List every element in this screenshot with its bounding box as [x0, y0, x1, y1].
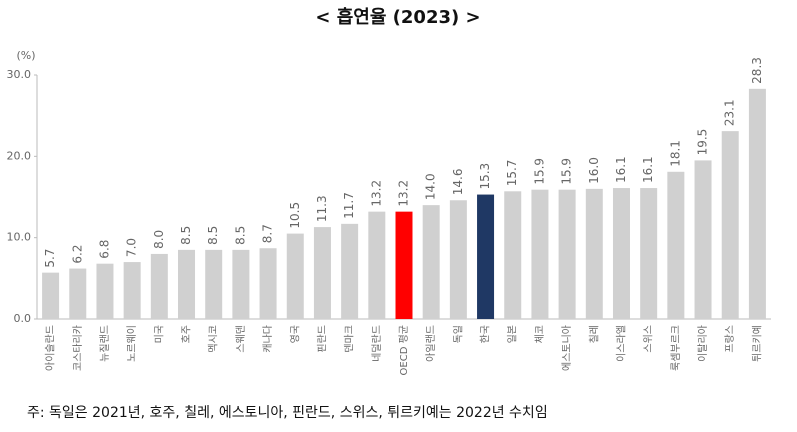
x-tick-label: 프랑스: [724, 325, 736, 353]
value-label: 6.2: [70, 244, 84, 263]
bar: [341, 223, 359, 319]
bar: [313, 227, 331, 319]
x-tick-label: 코스타리카: [72, 325, 84, 371]
x-tick-label: 미국: [153, 325, 165, 343]
value-label: 7.0: [125, 238, 139, 257]
bar: [477, 194, 495, 319]
value-label: 11.3: [315, 195, 329, 222]
bar: [504, 191, 522, 319]
x-tick-label: 이스라엘: [614, 325, 627, 362]
y-tick-label: 20.0: [7, 149, 32, 162]
x-tick-label: 핀란드: [316, 325, 328, 353]
x-tick-label: 에스토니아: [561, 325, 573, 371]
bar: [395, 211, 413, 319]
bar: [667, 171, 685, 319]
value-label: 13.2: [397, 180, 411, 207]
x-tick-label: 호주: [181, 325, 193, 343]
x-tick-label: 네덜란드: [371, 325, 383, 362]
value-label: 8.0: [152, 230, 166, 249]
value-label: 16.0: [587, 157, 601, 184]
value-label: 14.6: [451, 169, 465, 196]
bar: [96, 263, 114, 319]
value-label: 16.1: [614, 156, 628, 183]
value-label: 5.7: [43, 249, 57, 268]
value-label: 15.9: [532, 158, 546, 185]
bar: [612, 188, 630, 319]
y-axis-label: (%): [16, 49, 35, 62]
value-label: 8.5: [206, 226, 220, 245]
bar: [721, 131, 739, 319]
footnote: 주: 독일은 2021년, 호주, 칠레, 에스토니아, 핀란드, 스위스, 튀…: [27, 405, 548, 421]
bar: [178, 249, 196, 319]
bar: [259, 248, 277, 319]
x-tick-label: 스위스: [642, 325, 655, 353]
value-label: 13.2: [369, 180, 383, 207]
bar: [150, 253, 168, 319]
value-label: 15.9: [560, 158, 574, 185]
value-label: 6.8: [97, 240, 111, 259]
bar: [205, 249, 223, 319]
bar: [694, 160, 712, 319]
x-tick-label: 아일랜드: [425, 325, 437, 362]
value-label: 18.1: [668, 140, 682, 167]
value-label: 15.3: [478, 163, 492, 190]
bar: [531, 189, 549, 319]
x-tick-label: 칠레: [588, 325, 600, 343]
x-tick-label: 영국: [289, 325, 301, 343]
bar: [42, 272, 60, 319]
bar: [368, 211, 386, 319]
value-label: 8.5: [233, 226, 247, 245]
bar: [123, 262, 141, 319]
value-label: 14.0: [424, 173, 438, 200]
bar: [558, 189, 576, 319]
x-tick-label: 독일: [452, 325, 464, 343]
value-label: 8.7: [261, 224, 275, 243]
value-label: 11.7: [342, 192, 356, 219]
y-tick-label: 0.0: [14, 312, 32, 325]
x-tick-label: 일본: [507, 325, 519, 343]
bar: [449, 200, 467, 319]
value-label: 15.7: [505, 160, 519, 187]
chart-title: < 흡연율 (2023) >: [315, 6, 480, 28]
x-tick-label: 스웨덴: [235, 325, 247, 353]
bar: [69, 268, 87, 319]
value-label: 16.1: [641, 156, 655, 183]
bar: [422, 205, 440, 319]
x-tick-label: 체코: [534, 325, 546, 343]
x-tick-label: 멕시코: [208, 325, 220, 353]
x-tick-label: 노르웨이: [126, 325, 138, 362]
bar: [640, 188, 658, 319]
y-tick-label: 30.0: [7, 68, 32, 81]
bar: [232, 249, 250, 319]
x-tick-label: 뉴질랜드: [99, 325, 111, 362]
value-label: 19.5: [696, 129, 710, 156]
bar: [748, 88, 766, 320]
value-label: 10.5: [288, 202, 302, 229]
value-label: 8.5: [179, 226, 193, 245]
value-label: 28.3: [750, 57, 764, 84]
x-tick-label: 덴마크: [344, 325, 356, 353]
x-tick-label: OECD 평균: [398, 325, 410, 375]
x-tick-label: 한국: [480, 325, 492, 343]
x-tick-label: 이탈리아: [696, 325, 709, 362]
x-tick-label: 캐나다: [262, 325, 274, 353]
bar: [286, 233, 304, 319]
value-label: 23.1: [723, 99, 737, 126]
x-tick-label: 아이슬란드: [45, 325, 57, 371]
y-tick-label: 10.0: [7, 231, 32, 244]
x-tick-label: 룩셈부르크: [670, 325, 682, 371]
x-tick-label: 튀르키예: [751, 325, 763, 362]
bar: [585, 188, 603, 319]
